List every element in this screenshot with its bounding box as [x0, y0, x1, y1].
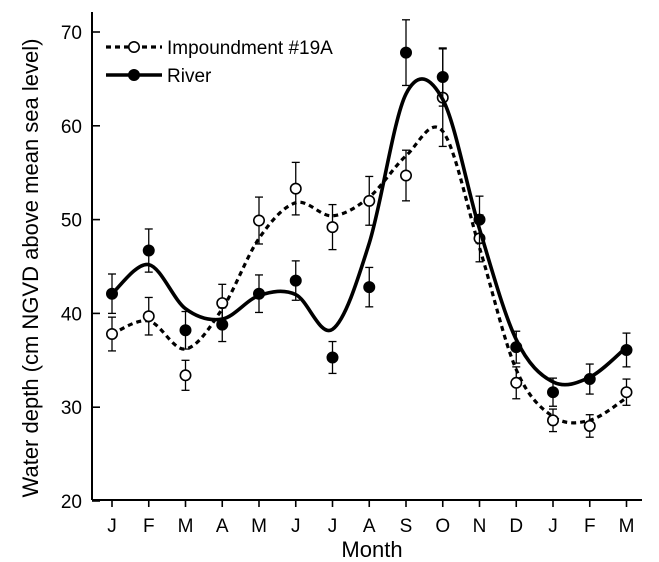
data-point-impoundment [399, 169, 412, 182]
x-tick-label: M [178, 516, 194, 537]
data-point-river [510, 341, 523, 354]
y-tick-label: 30 [61, 398, 82, 419]
series-line-river [110, 77, 628, 387]
data-point-impoundment [216, 297, 229, 310]
data-point-impoundment [106, 328, 119, 341]
x-tick-label: N [473, 516, 487, 537]
x-tick-label: F [584, 516, 596, 537]
x-tick-label: A [216, 516, 229, 537]
series-river [106, 19, 633, 407]
x-tick-label: J [291, 516, 301, 537]
x-tick-label: O [435, 516, 450, 537]
data-point-river [289, 274, 302, 287]
x-tick-label: M [619, 516, 635, 537]
data-point-impoundment [289, 182, 302, 195]
data-point-impoundment [179, 369, 192, 382]
y-tick-label: 20 [61, 492, 82, 513]
data-point-river [106, 287, 119, 300]
data-point-impoundment [620, 386, 633, 399]
legend-label-river: River [167, 66, 212, 87]
x-axis-title: Month [341, 537, 402, 562]
data-point-river [399, 46, 412, 59]
series-line-impoundment [111, 125, 628, 425]
data-point-river [546, 386, 559, 399]
x-tick-label: D [509, 516, 523, 537]
x-tick-label: J [328, 516, 338, 537]
data-point-river [620, 343, 633, 356]
data-point-river [216, 318, 229, 331]
x-tick-label: J [548, 516, 558, 537]
x-tick-label: M [251, 516, 267, 537]
data-point-river [583, 373, 596, 386]
y-tick-label: 60 [61, 117, 82, 138]
data-point-river [253, 287, 266, 300]
x-tick-label: J [107, 516, 117, 537]
y-tick-label: 40 [61, 304, 82, 325]
data-point-river [179, 324, 192, 337]
y-axis-title: Water depth (cm NGVD above mean sea leve… [18, 39, 43, 498]
axes: 20 30 40 50 60 70 J F M A M J J A S O N D J F M [61, 12, 642, 537]
x-tick-label: A [363, 516, 376, 537]
x-tick-label: S [400, 516, 413, 537]
data-point-river [436, 71, 449, 84]
legend-label-impoundment: Impoundment #19A [167, 38, 333, 59]
legend-marker-river [128, 69, 141, 82]
x-tick-label: F [143, 516, 155, 537]
data-point-river [142, 244, 155, 257]
legend: Impoundment #19A River [106, 38, 333, 87]
plot-area [106, 19, 633, 438]
data-point-impoundment [583, 419, 596, 432]
data-point-river [326, 351, 339, 364]
data-point-river [473, 213, 486, 226]
data-point-river [363, 281, 376, 294]
data-point-impoundment [142, 310, 155, 323]
data-point-impoundment [253, 214, 266, 227]
data-point-impoundment [363, 194, 376, 207]
legend-marker-impoundment [128, 40, 141, 53]
y-tick-label: 50 [61, 211, 82, 232]
data-point-impoundment [510, 376, 523, 389]
data-point-impoundment [546, 414, 559, 427]
y-tick-label: 70 [61, 23, 82, 44]
data-point-impoundment [326, 221, 339, 234]
